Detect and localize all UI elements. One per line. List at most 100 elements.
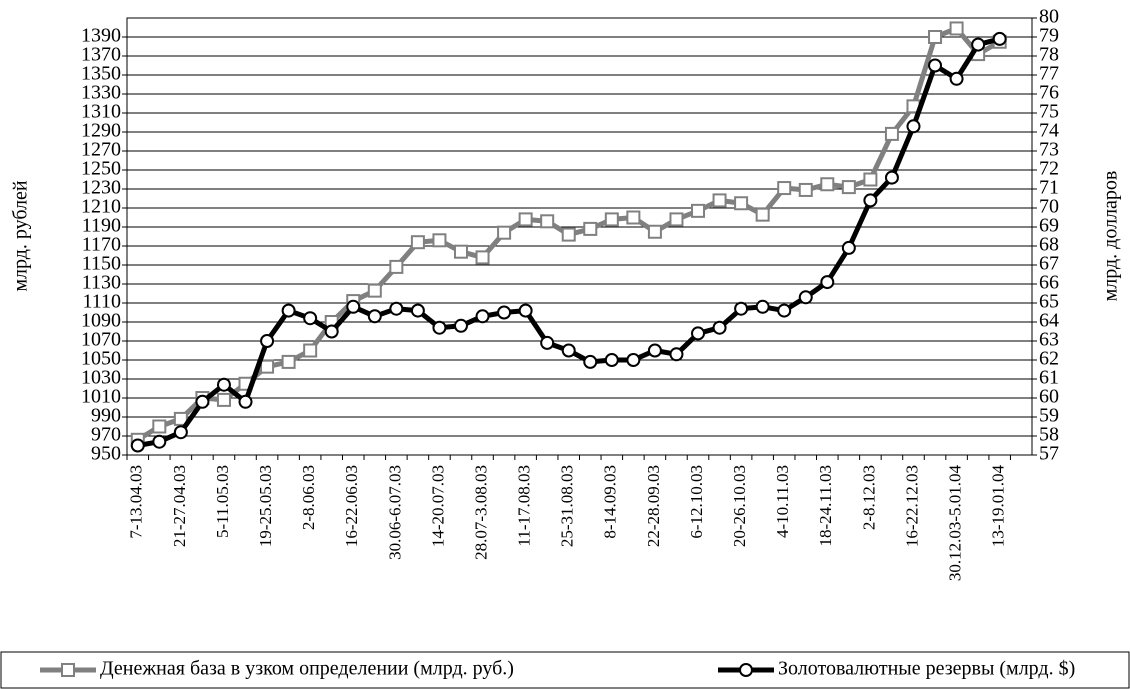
marker [863, 193, 878, 208]
marker [841, 240, 856, 255]
marker [260, 334, 275, 348]
marker [173, 411, 188, 426]
x-tick-label: 21-27.04.03 [170, 465, 189, 547]
x-tick-label: 11-17.08.03 [515, 465, 534, 547]
marker [691, 326, 706, 341]
marker [453, 318, 468, 333]
y-tick-label: 1230 [81, 177, 121, 199]
y2-tick-label: 77 [1039, 63, 1059, 85]
marker [367, 283, 382, 298]
y-tick-label: 1090 [81, 310, 121, 332]
marker [152, 434, 167, 449]
y2-tick-label: 65 [1039, 291, 1059, 313]
x-tick-label: 16-22.12.03 [902, 465, 921, 547]
marker [777, 181, 792, 196]
x-tick-label: 19-25.05.03 [256, 465, 275, 547]
y-tick-label: 1250 [81, 158, 121, 180]
y-tick-label: 990 [91, 405, 121, 427]
marker [604, 353, 619, 367]
marker [949, 71, 964, 86]
y-tick-label: 1310 [81, 101, 121, 123]
y2-tick-label: 74 [1039, 120, 1059, 142]
x-tick-label: 30.12.03-5.01.04 [945, 465, 964, 582]
marker [583, 221, 598, 236]
y-tick-label: 1070 [81, 329, 121, 351]
marker [281, 303, 296, 318]
marker [626, 210, 641, 225]
y2-tick-label: 59 [1039, 405, 1059, 427]
marker [216, 392, 231, 407]
y-tick-label: 1270 [81, 139, 121, 161]
y2-tick-label: 70 [1039, 196, 1059, 218]
y-tick-label: 1050 [81, 348, 121, 370]
y2-tick-label: 69 [1039, 215, 1059, 237]
marker [518, 303, 533, 318]
y-tick-label: 1390 [81, 25, 121, 47]
marker [432, 233, 447, 248]
x-tick-label: 25-31.08.03 [558, 465, 577, 547]
marker [992, 31, 1007, 46]
y-axis-title: млрд. рублей [10, 180, 32, 292]
marker [777, 303, 792, 318]
marker [497, 225, 512, 240]
marker [755, 207, 770, 222]
y-tick-label: 1210 [81, 196, 121, 218]
marker [303, 343, 318, 358]
marker [798, 290, 813, 305]
marker [281, 354, 296, 369]
y-tick-label: 1170 [82, 234, 121, 256]
marker [928, 58, 943, 73]
y2-tick-label: 67 [1039, 253, 1059, 275]
marker [583, 354, 598, 369]
marker [626, 353, 641, 367]
marker [798, 182, 813, 197]
marker [195, 394, 210, 409]
x-tick-label: 30.06-6.07.03 [385, 465, 404, 560]
marker [884, 170, 899, 185]
marker [691, 203, 706, 218]
marker [928, 30, 943, 44]
x-tick-label: 2-8.06.03 [299, 465, 318, 530]
marker [410, 303, 425, 318]
marker [755, 299, 770, 314]
y2-tick-label: 71 [1039, 177, 1059, 199]
marker [734, 301, 749, 316]
marker [712, 320, 727, 335]
x-tick-label: 2-8.12.03 [859, 465, 878, 530]
y2-tick-label: 62 [1039, 348, 1059, 370]
y2-tick-label: 57 [1039, 443, 1059, 465]
y-tick-label: 1110 [82, 291, 121, 313]
y-tick-label: 1130 [82, 272, 121, 294]
marker [820, 275, 835, 290]
marker [324, 324, 339, 339]
y-tick-label: 1370 [81, 44, 121, 66]
marker [561, 227, 576, 242]
marker [669, 347, 684, 362]
marker [130, 438, 145, 453]
y-tick-label: 950 [91, 443, 121, 465]
y-tick-label: 1010 [81, 386, 121, 408]
marker [453, 244, 468, 259]
x-tick-label: 14-20.07.03 [428, 465, 447, 547]
marker [389, 259, 404, 274]
marker [260, 359, 275, 374]
series-line [137, 36, 1001, 448]
marker [669, 212, 684, 227]
marker [884, 126, 899, 141]
marker [152, 419, 167, 434]
x-tick-label: 13-19.01.04 [989, 465, 1008, 548]
x-tick-label: 22-28.09.03 [644, 465, 663, 547]
marker [971, 37, 986, 52]
y2-tick-label: 66 [1039, 272, 1059, 294]
marker [432, 320, 447, 335]
y2-tick-label: 80 [1039, 6, 1059, 28]
x-tick-label: 6-12.10.03 [687, 465, 706, 539]
marker [863, 172, 878, 187]
y2-tick-label: 58 [1039, 424, 1059, 446]
marker [712, 193, 727, 208]
marker [604, 212, 619, 227]
y2-tick-label: 61 [1039, 367, 1059, 389]
legend-label: Денежная база в узком определении (млрд.… [100, 658, 514, 680]
y2-tick-label: 72 [1039, 158, 1059, 180]
